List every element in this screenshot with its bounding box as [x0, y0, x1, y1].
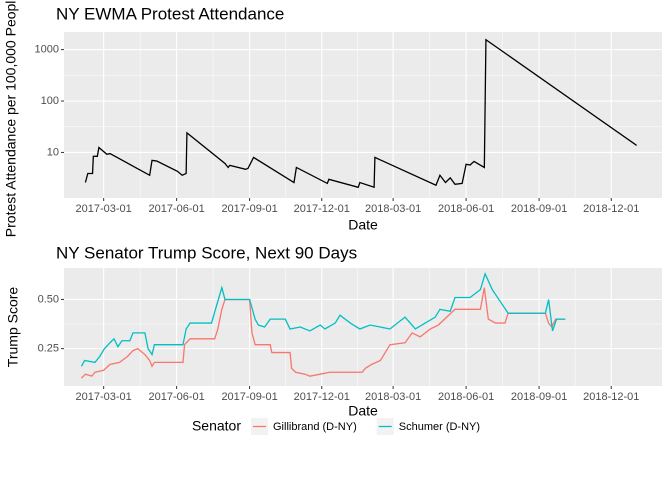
y-axis-title: Protest Attendance per 100,000 People — [3, 0, 19, 237]
x-tick-label: 2017-09-01 — [221, 203, 277, 215]
y-axis-title: Trump Score — [5, 287, 21, 368]
y-tick-label: 1000 — [35, 44, 59, 56]
y-tick-label: 0.25 — [38, 343, 59, 355]
x-tick-label: 2018-03-01 — [365, 203, 421, 215]
x-axis-title: Date — [348, 217, 378, 233]
x-tick-label: 2017-06-01 — [148, 391, 204, 403]
x-tick-label: 2018-12-01 — [583, 203, 639, 215]
x-axis-title: Date — [348, 403, 378, 419]
x-tick-label: 2018-09-01 — [511, 203, 567, 215]
legend-title: Senator — [192, 418, 241, 434]
x-tick-label: 2018-12-01 — [583, 391, 639, 403]
legend: Senator Gillibrand (D-NY) Schumer (D-NY) — [192, 418, 480, 435]
x-tick-label: 2017-06-01 — [148, 203, 204, 215]
x-tick-label: 2017-12-01 — [294, 391, 350, 403]
chart-title: NY Senator Trump Score, Next 90 Days — [56, 243, 357, 262]
grid — [64, 268, 662, 386]
legend-label: Schumer (D-NY) — [399, 421, 480, 433]
chart-title: NY EWMA Protest Attendance — [56, 4, 284, 23]
x-tick-label: 2018-09-01 — [511, 391, 567, 403]
y-tick-label: 0.50 — [38, 293, 59, 305]
x-tick-label: 2018-03-01 — [365, 391, 421, 403]
x-tick-label: 2017-03-01 — [76, 203, 132, 215]
data-line — [80, 287, 566, 379]
panel — [64, 268, 662, 386]
panel — [64, 32, 662, 198]
data-line — [80, 272, 566, 367]
grid — [64, 32, 662, 198]
legend-label: Gillibrand (D-NY) — [273, 421, 357, 433]
y-tick-label: 100 — [41, 95, 59, 107]
x-tick-label: 2017-12-01 — [294, 203, 350, 215]
x-tick-label: 2018-06-01 — [438, 391, 494, 403]
y-tick-label: 10 — [47, 146, 59, 158]
x-tick-label: 2018-06-01 — [438, 203, 494, 215]
x-tick-label: 2017-09-01 — [221, 391, 277, 403]
x-tick-label: 2017-03-01 — [76, 391, 132, 403]
data-line — [84, 38, 637, 189]
